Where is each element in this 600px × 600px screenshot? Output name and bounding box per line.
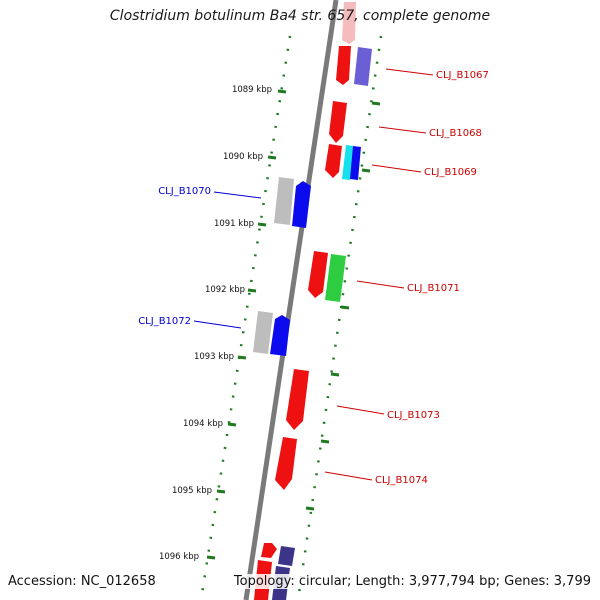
gene-arrow-red[interactable] (329, 101, 347, 143)
gene-arrow-red[interactable] (261, 543, 277, 558)
ruler-label: 1093 kbp (194, 352, 234, 362)
gene-label-clj-b1069[interactable]: CLJ_B1069 (424, 167, 477, 178)
gene-arrow-red[interactable] (325, 144, 342, 178)
gene-arrow-red[interactable] (286, 369, 309, 430)
genome-summary-text: Topology: circular; Length: 3,977,794 bp… (233, 574, 591, 589)
ruler-label: 1090 kbp (223, 152, 263, 162)
left-ruler-track (199, 35, 292, 600)
right-ruler-ticks (305, 101, 381, 511)
gene-leader-lines (193, 68, 434, 481)
gene-label-clj-b1072[interactable]: CLJ_B1072 (138, 316, 191, 327)
ruler-label: 1094 kbp (183, 419, 223, 429)
gene-arrow-red[interactable] (336, 46, 351, 85)
gene-arrow-blue[interactable] (292, 181, 311, 228)
gene-arrow-blue[interactable] (350, 146, 361, 180)
ruler-label: 1092 kbp (205, 285, 245, 295)
accession-text: Accession: NC_012658 (8, 574, 156, 589)
ruler-label: 1095 kbp (172, 486, 212, 496)
ruler-label: 1089 kbp (232, 85, 272, 95)
gene-label-clj-b1074[interactable]: CLJ_B1074 (375, 475, 428, 486)
gene-label-clj-b1073[interactable]: CLJ_B1073 (387, 410, 440, 421)
gene-arrow-blue[interactable] (270, 315, 290, 356)
gene-arrow-red[interactable] (275, 437, 297, 490)
gene-label-clj-b1068[interactable]: CLJ_B1068 (429, 128, 482, 139)
gene-arrow-pink[interactable] (342, 2, 356, 44)
gene-arrow-purple[interactable] (354, 47, 372, 86)
ruler-label: 1091 kbp (214, 219, 254, 229)
ruler-label: 1096 kbp (159, 552, 199, 562)
gene-arrow-grey[interactable] (253, 311, 273, 354)
gene-label-clj-b1070[interactable]: CLJ_B1070 (158, 186, 211, 197)
gene-label-clj-b1071[interactable]: CLJ_B1071 (407, 283, 460, 294)
gene-label-clj-b1067[interactable]: CLJ_B1067 (436, 70, 489, 81)
gene-arrow-red[interactable] (308, 251, 328, 298)
gene-arrow-navy[interactable] (278, 546, 295, 566)
gene-arrow-grey[interactable] (274, 177, 294, 225)
genome-backbone (243, 0, 339, 600)
genome-title: Clostridium botulinum Ba4 str. 657, comp… (109, 8, 491, 24)
ruler-ticks (206, 89, 287, 560)
gene-arrow-green[interactable] (325, 254, 346, 302)
